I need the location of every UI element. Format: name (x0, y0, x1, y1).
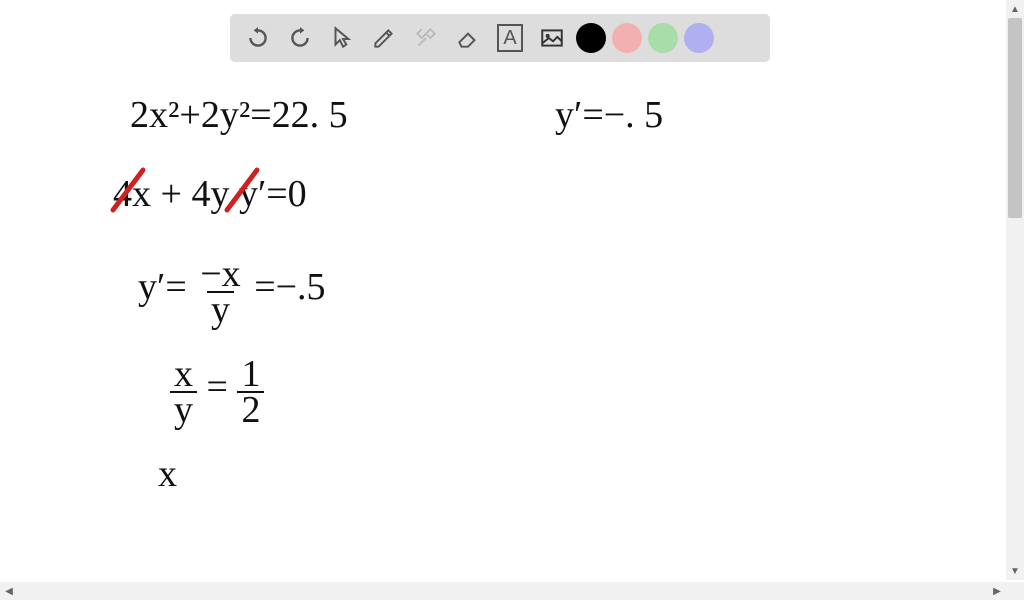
color-black[interactable] (576, 23, 606, 53)
coef-4b: 4 (191, 173, 210, 215)
pointer-icon (329, 25, 355, 51)
denominator: 2 (237, 391, 264, 427)
eraser-button[interactable] (450, 20, 486, 56)
pencil-icon (371, 25, 397, 51)
text-icon: A (497, 24, 522, 52)
redo-icon (287, 25, 313, 51)
tools-button[interactable] (408, 20, 444, 56)
equation-line-1b: y′=−. 5 (555, 96, 663, 134)
numerator: x (170, 357, 197, 391)
math-text: x (158, 453, 177, 495)
fraction: xy (170, 357, 197, 427)
scroll-thumb-v[interactable] (1008, 18, 1022, 218)
denominator: y (207, 291, 234, 327)
numerator: 1 (237, 357, 264, 391)
eraser-icon (455, 25, 481, 51)
text-button[interactable]: A (492, 20, 528, 56)
redo-button[interactable] (282, 20, 318, 56)
scroll-up-arrow[interactable]: ▲ (1006, 0, 1024, 18)
scroll-left-arrow[interactable]: ◀ (0, 582, 18, 600)
color-pink[interactable] (612, 23, 642, 53)
equation-line-5: x (158, 455, 177, 493)
fraction: −xy (196, 257, 244, 327)
math-text: = (197, 366, 237, 408)
equation-line-4: xy = 12 (170, 355, 264, 425)
horizontal-scrollbar[interactable]: ◀ ▶ (0, 582, 1006, 600)
undo-button[interactable] (240, 20, 276, 56)
whiteboard-canvas[interactable]: 2x²+2y²=22. 5 y′=−. 5 4x + 4y y′=0 y′= −… (0, 0, 1006, 580)
strike-mark-1 (108, 165, 148, 220)
math-text: y′= (138, 266, 196, 308)
math-text: y′=−. 5 (555, 94, 663, 136)
vertical-scrollbar[interactable]: ▲ ▼ (1006, 0, 1024, 580)
math-text: 2x²+2y²=22. 5 (130, 94, 348, 136)
scroll-corner (1006, 582, 1024, 600)
image-icon (539, 25, 565, 51)
equation-line-1: 2x²+2y²=22. 5 (130, 96, 348, 134)
color-green[interactable] (648, 23, 678, 53)
scroll-right-arrow[interactable]: ▶ (988, 582, 1006, 600)
numerator: −x (196, 257, 244, 291)
pointer-button[interactable] (324, 20, 360, 56)
color-blue[interactable] (684, 23, 714, 53)
equation-line-3: y′= −xy =−.5 (138, 255, 326, 325)
wrench-icon (413, 25, 439, 51)
denominator: y (170, 391, 197, 427)
fraction: 12 (237, 357, 264, 427)
undo-icon (245, 25, 271, 51)
scroll-down-arrow[interactable]: ▼ (1006, 562, 1024, 580)
pencil-button[interactable] (366, 20, 402, 56)
strike-mark-2 (222, 165, 262, 220)
drawing-toolbar: A (230, 14, 770, 62)
math-text: =−.5 (245, 266, 326, 308)
image-button[interactable] (534, 20, 570, 56)
